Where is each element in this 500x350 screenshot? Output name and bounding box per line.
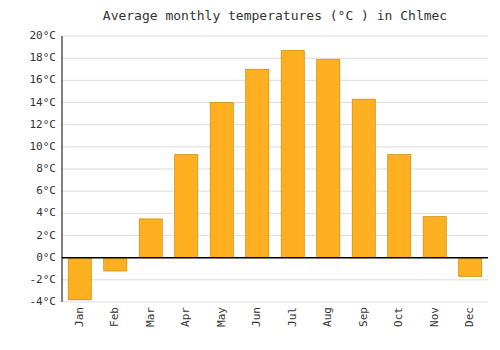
x-axis: Jan Feb Mar Apr May Jun Jul Aug Sep Oct Nov Dec xyxy=(73,307,477,327)
bar xyxy=(68,258,91,300)
bar xyxy=(104,258,127,271)
x-tick-label: May xyxy=(215,307,228,327)
x-tick-label: Aug xyxy=(321,307,334,327)
x-tick-label: Dec xyxy=(463,307,476,327)
y-tick-label: 6°C xyxy=(36,184,56,197)
grid xyxy=(62,36,488,302)
y-tick-label: 18°C xyxy=(30,51,57,64)
y-tick-label: 4°C xyxy=(36,206,56,219)
y-tick-label: -2°C xyxy=(30,273,57,286)
y-axis: -4°C -2°C 0°C 2°C 4°C 6°C 8°C 10°C 12°C 14°C 16°C 1… xyxy=(30,29,57,308)
bar xyxy=(281,50,304,257)
x-tick-label: Apr xyxy=(179,307,192,327)
chart: Average monthly temperatures (°C ) in Ch… xyxy=(0,0,500,350)
grid-line xyxy=(62,191,488,192)
x-tick-label: Jul xyxy=(286,307,299,327)
grid-line xyxy=(62,257,488,258)
bar xyxy=(317,59,340,257)
x-tick-label: Mar xyxy=(144,307,157,327)
zero-line xyxy=(62,257,488,259)
grid-line xyxy=(62,169,488,170)
grid-line xyxy=(62,146,488,147)
x-tick-label: Nov xyxy=(428,307,441,327)
y-tick-label: 8°C xyxy=(36,162,56,175)
bar xyxy=(139,219,162,258)
grid-line xyxy=(62,80,488,81)
y-axis-line xyxy=(62,36,63,302)
y-tick-label: 10°C xyxy=(30,140,57,153)
grid-line xyxy=(62,102,488,103)
y-tick-label: 14°C xyxy=(30,96,57,109)
bar xyxy=(246,69,269,257)
y-tick-label: 20°C xyxy=(30,29,57,42)
y-tick-label: 0°C xyxy=(36,251,56,264)
x-tick-label: Feb xyxy=(108,307,121,327)
y-tick-label: -4°C xyxy=(30,295,57,308)
bar xyxy=(175,155,198,258)
bar xyxy=(423,217,446,258)
y-tick-label: 12°C xyxy=(30,118,57,131)
y-tick-label: 16°C xyxy=(30,73,57,86)
bars xyxy=(68,50,482,299)
x-tick-label: Jan xyxy=(73,307,86,327)
grid-line xyxy=(62,213,488,214)
grid-line xyxy=(62,36,488,37)
bar xyxy=(459,258,482,277)
title: Average monthly temperatures (°C ) in Ch… xyxy=(103,8,447,23)
bar xyxy=(352,99,375,257)
bar xyxy=(210,103,233,258)
x-tick-label: Jun xyxy=(250,307,263,327)
bar xyxy=(388,155,411,258)
x-tick-label: Oct xyxy=(392,307,405,327)
grid-line xyxy=(62,302,488,303)
y-tick-label: 2°C xyxy=(36,229,56,242)
grid-line xyxy=(62,124,488,125)
grid-line xyxy=(62,279,488,280)
grid-line xyxy=(62,58,488,59)
x-tick-label: Sep xyxy=(357,307,370,327)
